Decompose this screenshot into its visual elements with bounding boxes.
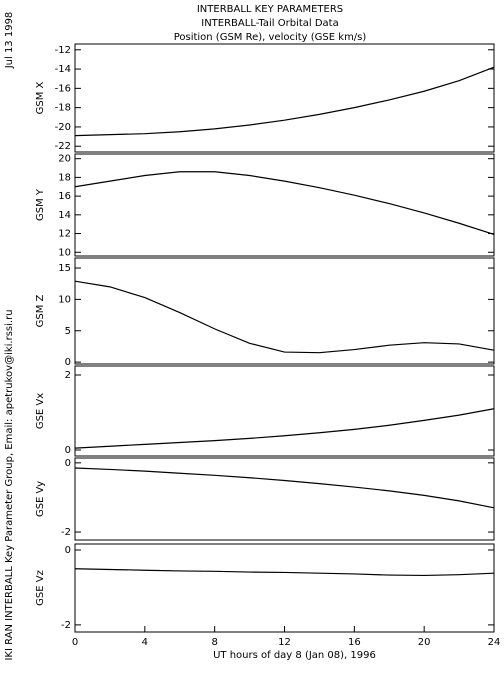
y-tick-label: -12 (55, 45, 71, 56)
y-tick-label: 0 (65, 545, 71, 556)
data-line (74, 408, 495, 449)
y-tick-label: 5 (65, 326, 71, 337)
y-axis-label: GSM Y (35, 188, 46, 221)
data-line (74, 171, 495, 236)
y-axis-label: GSM X (35, 81, 46, 114)
y-axis-label: GSE Vx (35, 393, 46, 429)
y-tick-label: -18 (55, 103, 71, 114)
x-tick-label: 8 (211, 637, 217, 648)
x-tick-label: 12 (278, 637, 291, 648)
y-tick-label: 0 (65, 458, 71, 469)
panel-frame (74, 457, 495, 541)
data-line (74, 66, 495, 137)
x-tick-label: 24 (488, 637, 501, 648)
y-tick-label: 2 (65, 370, 71, 381)
data-line (74, 467, 495, 509)
y-axis-label: GSE Vz (35, 570, 46, 606)
y-tick-label: 16 (58, 191, 71, 202)
data-line (74, 568, 495, 577)
y-tick-label: 20 (58, 154, 71, 165)
y-axis-label: GSE Vy (35, 481, 46, 517)
y-tick-label: -2 (61, 527, 71, 538)
x-tick-label: 0 (72, 637, 78, 648)
y-tick-label: -2 (61, 620, 71, 631)
y-tick-label: 14 (58, 210, 71, 221)
title: INTERBALL KEY PARAMETERS (197, 4, 343, 15)
y-tick-label: 18 (58, 172, 71, 183)
x-tick-label: 4 (142, 637, 148, 648)
title: INTERBALL-Tail Orbital Data (201, 18, 338, 29)
panel-frame (74, 365, 495, 457)
y-tick-label: 15 (58, 263, 71, 274)
credit: IKI RAN INTERBALL Key Parameter Group, E… (4, 309, 15, 660)
title: Position (GSM Re), velocity (GSE km/s) (174, 32, 367, 43)
y-tick-label: 10 (58, 294, 71, 305)
panel-frame (74, 43, 495, 153)
y-tick-label: -14 (55, 64, 71, 75)
x-axis-label: UT hours of day 8 (Jan 08), 1996 (213, 650, 376, 661)
y-tick-label: 10 (58, 247, 71, 258)
x-tick-label: 16 (348, 637, 361, 648)
y-tick-label: -16 (55, 83, 71, 94)
y-tick-label: 0 (65, 357, 71, 368)
y-tick-label: 12 (58, 229, 71, 240)
x-tick-label: 20 (418, 637, 431, 648)
y-axis-label: GSM Z (35, 294, 46, 327)
date: Jul 13 1998 (4, 12, 15, 70)
panel-frame (74, 153, 495, 257)
data-line (74, 280, 495, 354)
y-tick-label: 0 (65, 445, 71, 456)
y-tick-label: -20 (55, 122, 71, 133)
panel-frame (74, 257, 495, 365)
y-tick-label: -22 (55, 141, 71, 152)
